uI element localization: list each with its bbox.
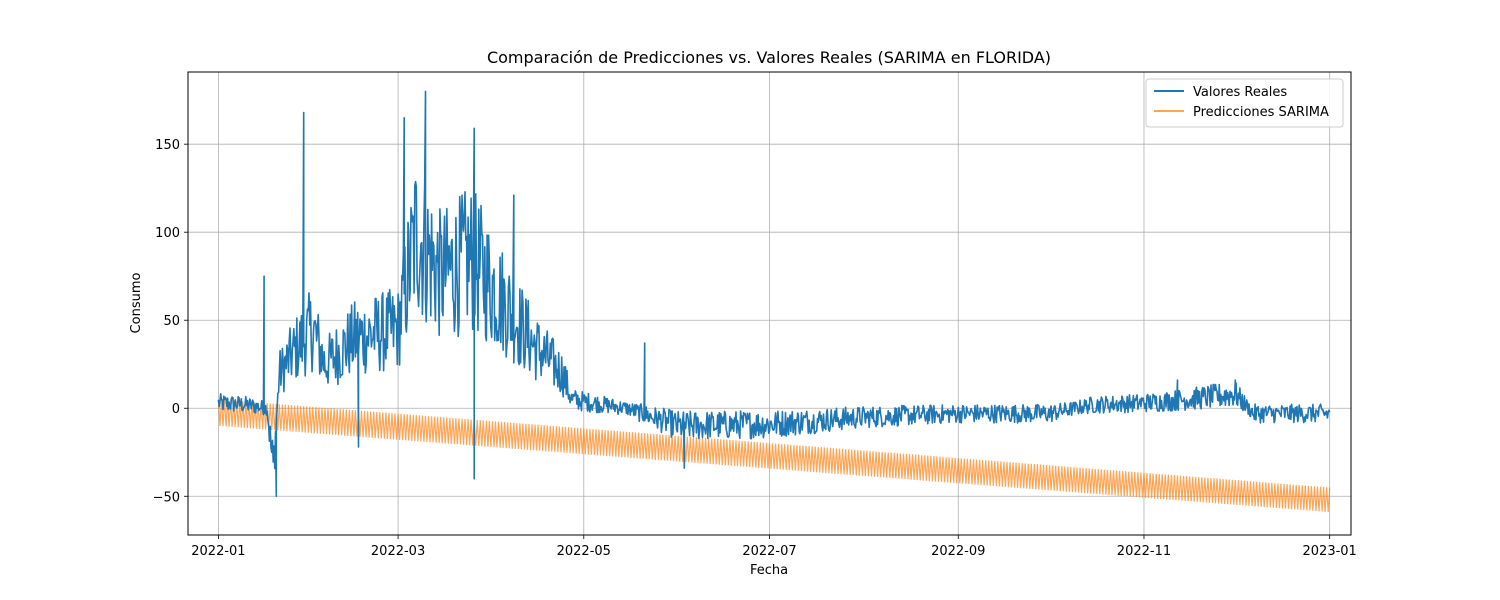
y-tick-label: 0 — [172, 402, 180, 417]
y-tick-label: −50 — [153, 490, 180, 505]
prediction-line — [217, 399, 1331, 513]
x-tick-label: 2022-03 — [371, 544, 425, 559]
series-predicciones-sarima — [217, 399, 1331, 513]
chart-title: Comparación de Predicciones vs. Valores … — [487, 48, 1051, 67]
real-values-line — [217, 90, 1331, 498]
y-axis-ticks: −50 0 50 100 150 — [153, 138, 188, 505]
x-tick-label: 2022-01 — [191, 544, 245, 559]
x-tick-label: 2022-11 — [1117, 544, 1171, 559]
y-tick-label: 100 — [155, 226, 180, 241]
legend-label-valores-reales: Valores Reales — [1193, 85, 1287, 100]
grid-lines — [188, 72, 1351, 535]
legend: Valores Reales Predicciones SARIMA — [1145, 78, 1344, 128]
plot-data — [217, 90, 1331, 513]
x-axis-ticks: 2022-01 2022-03 2022-05 2022-07 2022-09 2022-… — [191, 535, 1357, 559]
x-tick-label: 2022-07 — [742, 544, 796, 559]
x-tick-label: 2023-01 — [1303, 544, 1357, 559]
y-tick-label: 50 — [163, 314, 180, 329]
x-axis-label: Fecha — [750, 563, 788, 578]
legend-label-predicciones-sarima: Predicciones SARIMA — [1193, 105, 1329, 120]
y-tick-label: 150 — [155, 138, 180, 153]
y-axis-label: Consumo — [129, 273, 144, 334]
x-tick-label: 2022-05 — [557, 544, 611, 559]
series-valores-reales — [217, 90, 1331, 498]
legend-box — [1145, 78, 1344, 128]
x-tick-label: 2022-09 — [931, 544, 985, 559]
